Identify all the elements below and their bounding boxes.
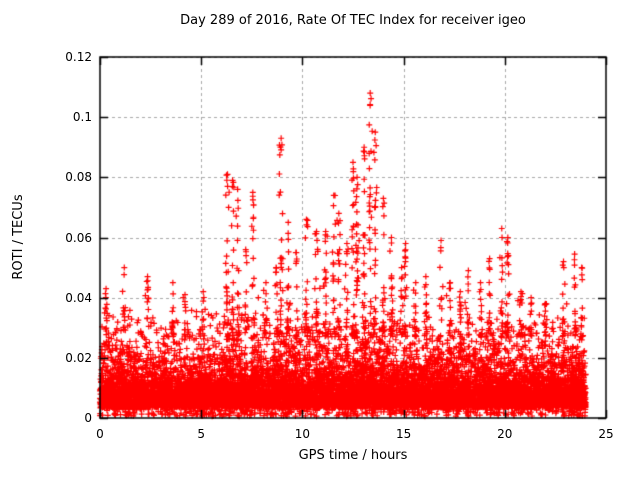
x-tick-label: 5: [197, 427, 205, 441]
chart-title: Day 289 of 2016, Rate Of TEC Index for r…: [180, 13, 526, 28]
y-tick-label: 0.1: [72, 110, 92, 125]
y-tick-label: 0.12: [65, 50, 92, 64]
y-axis-label: ROTI / TECUs: [11, 194, 26, 280]
y-tick-label: 0: [84, 411, 92, 425]
y-tick-label: 0.06: [65, 230, 92, 245]
x-tick-label: 10: [294, 427, 311, 441]
x-tick-label: 15: [395, 427, 412, 441]
y-tick-label: 0.02: [65, 350, 92, 365]
x-tick-label: 25: [598, 427, 614, 441]
x-axis-label: GPS time / hours: [298, 448, 408, 463]
y-tick-label: 0.04: [65, 290, 92, 305]
x-tick-label: 20: [497, 427, 513, 441]
y-tick-label: 0.08: [65, 170, 92, 185]
x-tick-label: 0: [96, 427, 104, 441]
